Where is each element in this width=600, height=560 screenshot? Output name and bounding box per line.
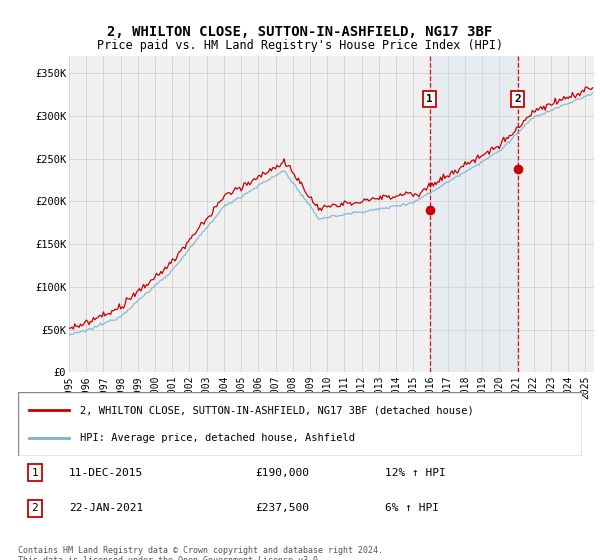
Bar <box>430 56 518 372</box>
Text: 1: 1 <box>32 468 38 478</box>
Text: 2, WHILTON CLOSE, SUTTON-IN-ASHFIELD, NG17 3BF: 2, WHILTON CLOSE, SUTTON-IN-ASHFIELD, NG… <box>107 25 493 39</box>
Text: £190,000: £190,000 <box>255 468 309 478</box>
Text: 6% ↑ HPI: 6% ↑ HPI <box>385 503 439 514</box>
Text: 2, WHILTON CLOSE, SUTTON-IN-ASHFIELD, NG17 3BF (detached house): 2, WHILTON CLOSE, SUTTON-IN-ASHFIELD, NG… <box>80 405 474 415</box>
FancyBboxPatch shape <box>18 392 582 456</box>
Text: 2: 2 <box>32 503 38 514</box>
Text: 1: 1 <box>426 94 433 104</box>
Text: HPI: Average price, detached house, Ashfield: HPI: Average price, detached house, Ashf… <box>80 433 355 444</box>
Text: Price paid vs. HM Land Registry's House Price Index (HPI): Price paid vs. HM Land Registry's House … <box>97 39 503 52</box>
Text: 11-DEC-2015: 11-DEC-2015 <box>69 468 143 478</box>
Text: 22-JAN-2021: 22-JAN-2021 <box>69 503 143 514</box>
Text: 12% ↑ HPI: 12% ↑ HPI <box>385 468 445 478</box>
Text: £237,500: £237,500 <box>255 503 309 514</box>
Text: Contains HM Land Registry data © Crown copyright and database right 2024.
This d: Contains HM Land Registry data © Crown c… <box>18 546 383 560</box>
Text: 2: 2 <box>514 94 521 104</box>
